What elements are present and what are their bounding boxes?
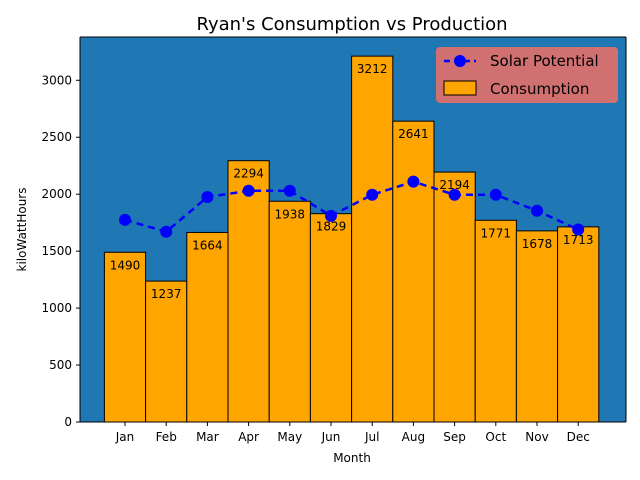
bar-label-dec: 1713 — [563, 233, 594, 247]
bar-label-nov: 1678 — [522, 237, 553, 251]
solar-point-dec — [572, 223, 585, 236]
legend-label-consumption: Consumption — [490, 80, 589, 98]
bar-value-labels: 1490 1237 1664 2294 1938 1829 3212 2641 2194 1771… — [110, 62, 594, 301]
x-axis-label: Month — [333, 451, 371, 465]
legend-marker-swatch — [454, 55, 466, 67]
bar-label-jan: 1490 — [110, 258, 141, 272]
bar-label-oct: 1771 — [481, 226, 512, 240]
legend-bar-swatch — [443, 80, 477, 96]
bar-label-aug: 2641 — [398, 127, 429, 141]
x-tick-label-nov: Nov — [525, 430, 548, 444]
bar-label-jul: 3212 — [357, 62, 388, 76]
x-tick-label-sep: Sep — [443, 430, 466, 444]
solar-point-aug — [407, 175, 420, 188]
bar-label-feb: 1237 — [151, 287, 182, 301]
y-tick-label: 500 — [49, 358, 72, 372]
y-tick-label: 1000 — [41, 301, 72, 315]
bar-label-may: 1938 — [275, 207, 306, 221]
solar-point-oct — [489, 188, 502, 201]
bar-dec — [557, 226, 600, 423]
bar-label-mar: 1664 — [192, 238, 223, 252]
solar-point-may — [283, 184, 296, 197]
x-tick-label-feb: Feb — [156, 430, 177, 444]
solar-potential-line — [124, 180, 579, 234]
y-tick-label: 2000 — [41, 187, 72, 201]
bar-mar — [186, 231, 229, 423]
legend-box — [436, 47, 618, 103]
bar-nov — [515, 230, 559, 423]
consumption-bars — [103, 55, 600, 423]
bar-apr — [227, 160, 270, 423]
chart-title: Ryan's Consumption vs Production — [196, 14, 507, 35]
solar-point-apr — [242, 184, 255, 197]
x-tick-label-jan: Jan — [115, 430, 135, 444]
bar-jun — [309, 213, 353, 423]
x-tick-label-dec: Dec — [567, 430, 590, 444]
bar-label-sep: 2194 — [439, 178, 470, 192]
x-tick-label-jun: Jun — [321, 430, 341, 444]
legend-label-solar: Solar Potential — [490, 52, 599, 70]
x-tick-label-may: May — [277, 430, 302, 444]
x-tick-label-jul: Jul — [364, 430, 379, 444]
solar-point-mar — [201, 191, 214, 204]
bar-label-apr: 2294 — [233, 167, 264, 181]
bar-label-jun: 1829 — [316, 220, 347, 234]
solar-point-nov — [531, 204, 543, 217]
x-tick-label-apr: Apr — [238, 430, 259, 444]
bar-aug — [392, 120, 435, 423]
solar-point-jun — [325, 209, 337, 222]
y-axis-label: kiloWattHours — [15, 188, 29, 272]
bar-jul — [351, 55, 394, 423]
bar-jan — [103, 251, 147, 423]
y-tick-label: 1500 — [41, 244, 72, 258]
solar-point-jul — [366, 188, 379, 201]
bar-oct — [474, 219, 517, 423]
bar-sep — [433, 171, 476, 423]
legend: Solar Potential Consumption — [436, 47, 618, 103]
x-tick-label-oct: Oct — [485, 430, 506, 444]
x-axis-ticks: Jan Feb Mar Apr May Jun Jul Aug Sep Oct Nov Dec — [115, 422, 590, 444]
solar-potential-series — [119, 175, 585, 238]
x-tick-label-aug: Aug — [402, 430, 425, 444]
y-tick-label: 3000 — [41, 73, 72, 87]
solar-point-jan — [119, 213, 131, 226]
bar-may — [268, 200, 311, 423]
x-tick-label-mar: Mar — [196, 430, 219, 444]
y-axis-ticks: 0 500 1000 1500 2000 2500 3000 — [41, 73, 80, 429]
y-tick-label: 2500 — [41, 130, 72, 144]
y-tick-label: 0 — [64, 415, 72, 429]
bar-feb — [145, 280, 188, 423]
solar-point-sep — [448, 188, 461, 201]
solar-point-feb — [160, 225, 173, 238]
